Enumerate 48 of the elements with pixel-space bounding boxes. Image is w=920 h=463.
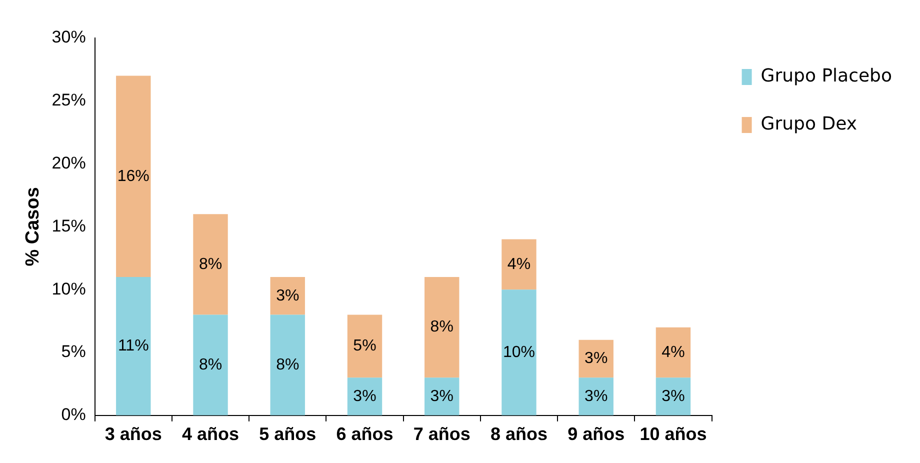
data-label: 16%: [117, 168, 150, 185]
legend-label: Grupo Dex: [760, 114, 858, 135]
y-tick-label: 0%: [61, 405, 86, 424]
legend-label: Grupo Placebo: [760, 66, 892, 87]
y-tick-label: 15%: [52, 216, 86, 236]
data-label: 3%: [584, 350, 608, 368]
data-label: 5%: [353, 338, 376, 355]
data-label: 3%: [430, 388, 454, 405]
data-label: 3%: [276, 287, 300, 304]
bar: [116, 76, 151, 278]
y-tick-label: 5%: [61, 342, 86, 362]
data-label: 3%: [584, 388, 608, 405]
y-axis-title: % Casos: [22, 187, 44, 266]
data-label: 8%: [198, 256, 222, 273]
x-tick-label: 5 años: [259, 424, 316, 444]
x-tick-label: 7 años: [413, 424, 470, 444]
bar: [578, 340, 614, 378]
bar: [424, 277, 460, 378]
y-tick-label: 30%: [52, 28, 86, 47]
bar: [347, 314, 382, 378]
data-label: 11%: [118, 338, 149, 355]
data-label: 8%: [276, 356, 300, 374]
bar: [193, 314, 228, 416]
data-label: 3%: [662, 388, 685, 405]
bar: [502, 239, 536, 290]
y-tick-label: 10%: [52, 279, 86, 298]
x-tick-label: 10 años: [640, 424, 707, 444]
bar: [116, 277, 151, 416]
bar: [424, 378, 460, 416]
bar: [578, 378, 614, 416]
data-label: 3%: [353, 388, 376, 405]
x-tick-label: 4 años: [182, 424, 240, 444]
x-tick-label: 9 años: [568, 424, 625, 444]
data-label: 8%: [430, 318, 454, 336]
bar: [270, 314, 305, 416]
data-label: 8%: [198, 356, 222, 374]
x-tick-label: 8 años: [490, 424, 548, 444]
bar: [270, 277, 305, 315]
y-tick-label: 25%: [52, 90, 86, 110]
y-tick-label: 20%: [52, 153, 86, 172]
x-tick-label: 3 años: [104, 424, 162, 444]
bar: [656, 327, 691, 378]
bar: [193, 214, 228, 315]
data-label: 4%: [507, 256, 531, 273]
x-tick-label: 6 años: [336, 424, 394, 444]
data-label: 10%: [502, 344, 536, 361]
bar: [502, 290, 536, 416]
data-label: 4%: [662, 344, 685, 361]
